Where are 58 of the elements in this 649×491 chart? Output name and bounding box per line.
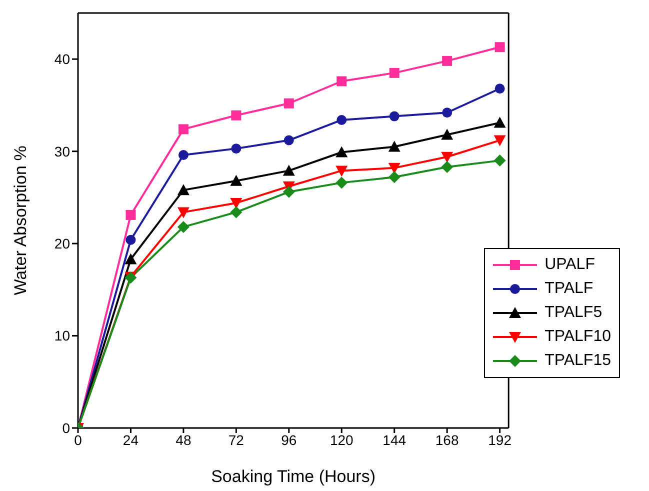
point bbox=[494, 154, 506, 167]
point bbox=[126, 210, 136, 220]
x-tick-label: 120 bbox=[330, 432, 354, 448]
y-tick-label: 40 bbox=[54, 51, 70, 68]
point bbox=[177, 220, 190, 233]
point bbox=[230, 206, 242, 218]
x-tick-label: 192 bbox=[488, 432, 512, 448]
x-tick-label: 168 bbox=[435, 432, 459, 448]
point bbox=[230, 198, 242, 209]
point bbox=[336, 76, 347, 86]
point bbox=[441, 161, 454, 174]
legend-label: UPALF bbox=[544, 256, 595, 274]
point bbox=[282, 164, 295, 176]
point bbox=[494, 84, 505, 94]
point bbox=[336, 146, 348, 158]
point bbox=[126, 234, 136, 245]
point bbox=[389, 111, 400, 122]
point bbox=[178, 124, 188, 134]
point bbox=[441, 152, 454, 163]
y-tick-label: 30 bbox=[54, 143, 70, 160]
point bbox=[388, 162, 400, 174]
point bbox=[282, 186, 295, 198]
y-tick-label: 10 bbox=[54, 328, 70, 344]
point bbox=[494, 42, 505, 52]
y-tick-label: 20 bbox=[54, 236, 70, 252]
point bbox=[388, 171, 400, 184]
legend-label: TPALF10 bbox=[544, 328, 611, 346]
point bbox=[336, 114, 347, 125]
point bbox=[388, 140, 400, 152]
x-axis-title: Soaking Time (Hours) bbox=[211, 467, 376, 486]
x-tick-label: 0 bbox=[74, 432, 82, 448]
point bbox=[177, 207, 190, 218]
x-tick-label: 144 bbox=[382, 432, 406, 448]
x-tick-label: 24 bbox=[122, 432, 139, 448]
point bbox=[230, 174, 242, 186]
point bbox=[284, 98, 294, 108]
point bbox=[336, 176, 348, 189]
point bbox=[336, 166, 348, 177]
y-tick-label: 0 bbox=[62, 420, 70, 436]
point bbox=[284, 135, 294, 146]
x-tick-label: 48 bbox=[176, 432, 192, 448]
point bbox=[178, 150, 188, 160]
point bbox=[389, 68, 400, 78]
legend-label: TPALF15 bbox=[544, 352, 611, 370]
point bbox=[494, 116, 506, 128]
x-tick-label: 72 bbox=[228, 432, 244, 448]
point bbox=[441, 128, 454, 140]
point bbox=[442, 108, 452, 118]
point bbox=[124, 253, 137, 264]
legend-label: TPALF bbox=[544, 280, 594, 298]
point bbox=[177, 184, 190, 196]
legend-label: TPALF5 bbox=[544, 304, 602, 322]
point bbox=[231, 110, 242, 120]
y-axis-title: Water Absorption % bbox=[11, 146, 30, 296]
point bbox=[442, 56, 452, 66]
x-tick-label: 96 bbox=[281, 432, 297, 448]
point bbox=[494, 135, 506, 146]
point bbox=[231, 144, 242, 154]
